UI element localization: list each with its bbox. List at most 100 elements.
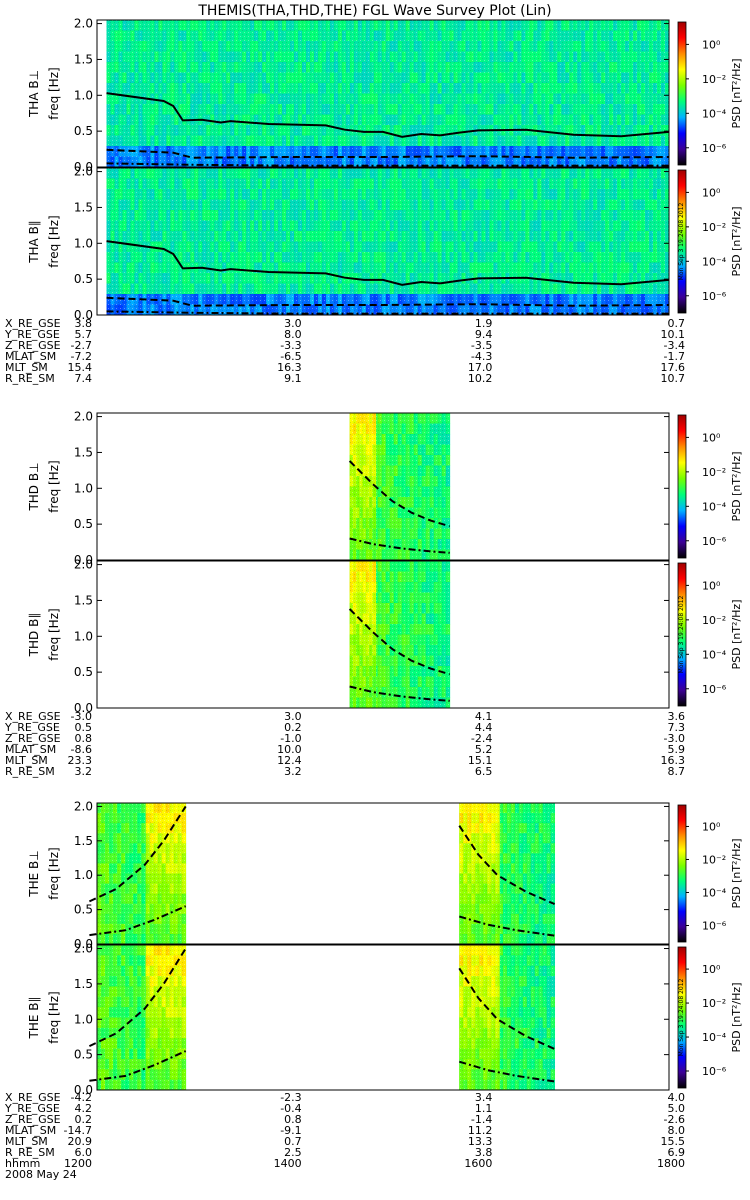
- thd-dashdot-curve: [349, 685, 450, 702]
- ephemeris-label: MLT_SM: [5, 754, 48, 767]
- colorbar-tick-label: 10⁻⁴: [702, 886, 727, 899]
- the-perp-frame: [96, 802, 670, 945]
- ephemeris-value: -7.2: [71, 350, 92, 363]
- colorbar-tick-label: 10⁻⁶: [702, 919, 727, 932]
- panel-label: THD B∥: [27, 613, 41, 658]
- tha-perp-panel: 0.0 0.5 1.0 1.5 2.0 THA B⊥ freq [Hz] 10⁰ 10⁻² 10⁻…: [27, 17, 743, 174]
- y-tick-label: 1.0: [74, 481, 93, 495]
- ephemeris-label: X_RE_GSE: [5, 1091, 61, 1104]
- ephemeris-value: -4.3: [471, 350, 492, 363]
- tha-solid-curve: [106, 92, 670, 138]
- ephemeris-value: 9.4: [475, 328, 493, 341]
- ephemeris-value: 11.2: [468, 1124, 493, 1137]
- the-dashdot-curve: [459, 1060, 555, 1083]
- colorbar-tick-label: 10⁻²: [702, 614, 726, 627]
- y-tick-label: 0.5: [74, 1048, 93, 1062]
- ephemeris-value: 16.3: [277, 361, 302, 374]
- y-tick-label: 0.0: [74, 553, 93, 567]
- ephemeris-label: R_RE_SM: [5, 372, 55, 385]
- ephemeris-value: 17.6: [661, 361, 686, 374]
- panel-label: THE B∥: [27, 997, 41, 1040]
- plot-title: THEMIS(THA,THD,THE) FGL Wave Survey Plot…: [197, 3, 551, 19]
- ephemeris-value: 1200: [64, 1157, 92, 1170]
- ephemeris-value: -9.1: [280, 1124, 301, 1137]
- tha-perp-spectrogram: [106, 20, 670, 168]
- ephemeris-value: -2.4: [471, 732, 492, 745]
- ephemeris-label: Y_RE_GSE: [4, 721, 60, 734]
- ephemeris-value: -2.7: [71, 339, 92, 352]
- run-stamp: Mon Sep 3 19:24:08 2012: [678, 596, 685, 674]
- colorbar-tick-label: 10⁻⁴: [702, 1031, 727, 1044]
- ephemeris-value: -2.3: [280, 1091, 301, 1104]
- tha-dashed-curve: [106, 148, 670, 159]
- colorbar-label: PSD [nT²/Hz]: [730, 838, 743, 908]
- y-axis-label: freq [Hz]: [47, 215, 61, 267]
- ephemeris-label: Z_RE_GSE: [5, 339, 61, 352]
- the-perp-power-band: [145, 803, 187, 945]
- ephemeris-value: 4.0: [668, 1091, 686, 1104]
- thd-par-power-band: [349, 561, 377, 709]
- colorbar-tick-label: 10⁰: [702, 820, 721, 833]
- colorbar-tick-label: 10⁻²: [702, 73, 726, 86]
- thd-perp-colorbar: 10⁰ 10⁻² 10⁻⁴ 10⁻⁶ PSD [nT²/Hz]: [677, 414, 743, 559]
- ephemeris-value: -1.7: [664, 350, 685, 363]
- y-tick-label: 1.0: [74, 629, 93, 643]
- y-tick-label: 1.0: [74, 88, 93, 102]
- ephemeris-value: 15.1: [468, 754, 493, 767]
- y-axis-label: freq [Hz]: [47, 460, 61, 512]
- the-dashdot-curve: [89, 905, 187, 937]
- colorbar-scale: [677, 946, 687, 1089]
- thd-dashed-curve: [348, 460, 450, 528]
- ephemeris-value: 23.3: [68, 754, 93, 767]
- y-tick-label: 0.0: [74, 160, 93, 174]
- ephemeris-value: 10.1: [661, 328, 686, 341]
- thd-perp-spectrogram: [349, 413, 451, 561]
- y-tick-label: 2.0: [74, 165, 93, 179]
- colorbar-tick-label: 10⁻²: [702, 221, 726, 234]
- the-dashed-curve: [458, 967, 556, 1050]
- ephemeris-label: MLT_SM: [5, 1135, 48, 1148]
- ephemeris-value: 8.0: [668, 1124, 686, 1137]
- ephemeris-value: 4.2: [75, 1102, 93, 1115]
- tha-perp-frame: [96, 19, 670, 168]
- ephemeris-value: 3.2: [75, 765, 93, 778]
- ephemeris-label: MLAT_SM: [5, 743, 56, 756]
- colorbar-label: PSD [nT²/Hz]: [730, 206, 743, 276]
- thd-perp-panel: 0.0 0.5 1.0 1.5 2.0 THD B⊥ freq [Hz] 10⁰ 10⁻² 10⁻…: [27, 410, 743, 567]
- y-axis-label: freq [Hz]: [47, 991, 61, 1043]
- y-tick-label: 0.0: [74, 1083, 93, 1097]
- panel-label: THD B⊥: [27, 462, 41, 511]
- the-par-panel: 0.0 0.5 1.0 1.5 2.0 THE B∥ freq [Hz] 10⁰ 10⁻² 10⁻…: [27, 942, 743, 1097]
- colorbar-tick-label: 10⁻²: [702, 853, 726, 866]
- ephemeris-label: X_RE_GSE: [5, 317, 61, 330]
- panel-label: THA B⊥: [27, 70, 41, 118]
- the-perp-spectrogram: [97, 803, 187, 945]
- tha-par-frame: [96, 167, 670, 316]
- colorbar-tick-label: 10⁻⁶: [702, 683, 727, 696]
- colorbar-scale: [677, 562, 687, 707]
- ephemeris-value: -1.4: [471, 1113, 492, 1126]
- date-label: 2008 May 24: [5, 1168, 77, 1181]
- ephemeris-value: 10.0: [277, 743, 302, 756]
- ephemeris-value: 0.8: [284, 1113, 302, 1126]
- colorbar-tick-label: 10⁰: [702, 963, 721, 976]
- ephemeris-value: 10.7: [661, 372, 686, 385]
- ephemeris-value: 6.9: [668, 1146, 686, 1159]
- ephemeris-value: 3.0: [284, 317, 302, 330]
- tha-dashed-curve: [106, 296, 670, 307]
- ephemeris-value: 5.9: [668, 743, 686, 756]
- ephemeris-value: 6.5: [475, 765, 493, 778]
- y-tick-label: 1.0: [74, 868, 93, 882]
- ephemeris-value: 8.7: [668, 765, 686, 778]
- ephemeris-value: -4.2: [71, 1091, 92, 1104]
- ephemeris-value: 7.3: [668, 721, 686, 734]
- colorbar-label: PSD [nT²/Hz]: [730, 451, 743, 521]
- colorbar-scale: [677, 804, 687, 943]
- ephemeris-value: 8.0: [284, 328, 302, 341]
- tha-dashdot-curve: [106, 162, 669, 167]
- thd-par-colorbar: 10⁰ 10⁻² 10⁻⁴ 10⁻⁶ PSD [nT²/Hz] Mon Sep 3 19:…: [677, 562, 743, 707]
- ephemeris-value: 1.9: [475, 317, 493, 330]
- ephemeris-value: -1.0: [280, 732, 301, 745]
- ephemeris-value: 1800: [657, 1157, 685, 1170]
- thd-perp-frame: [96, 412, 670, 561]
